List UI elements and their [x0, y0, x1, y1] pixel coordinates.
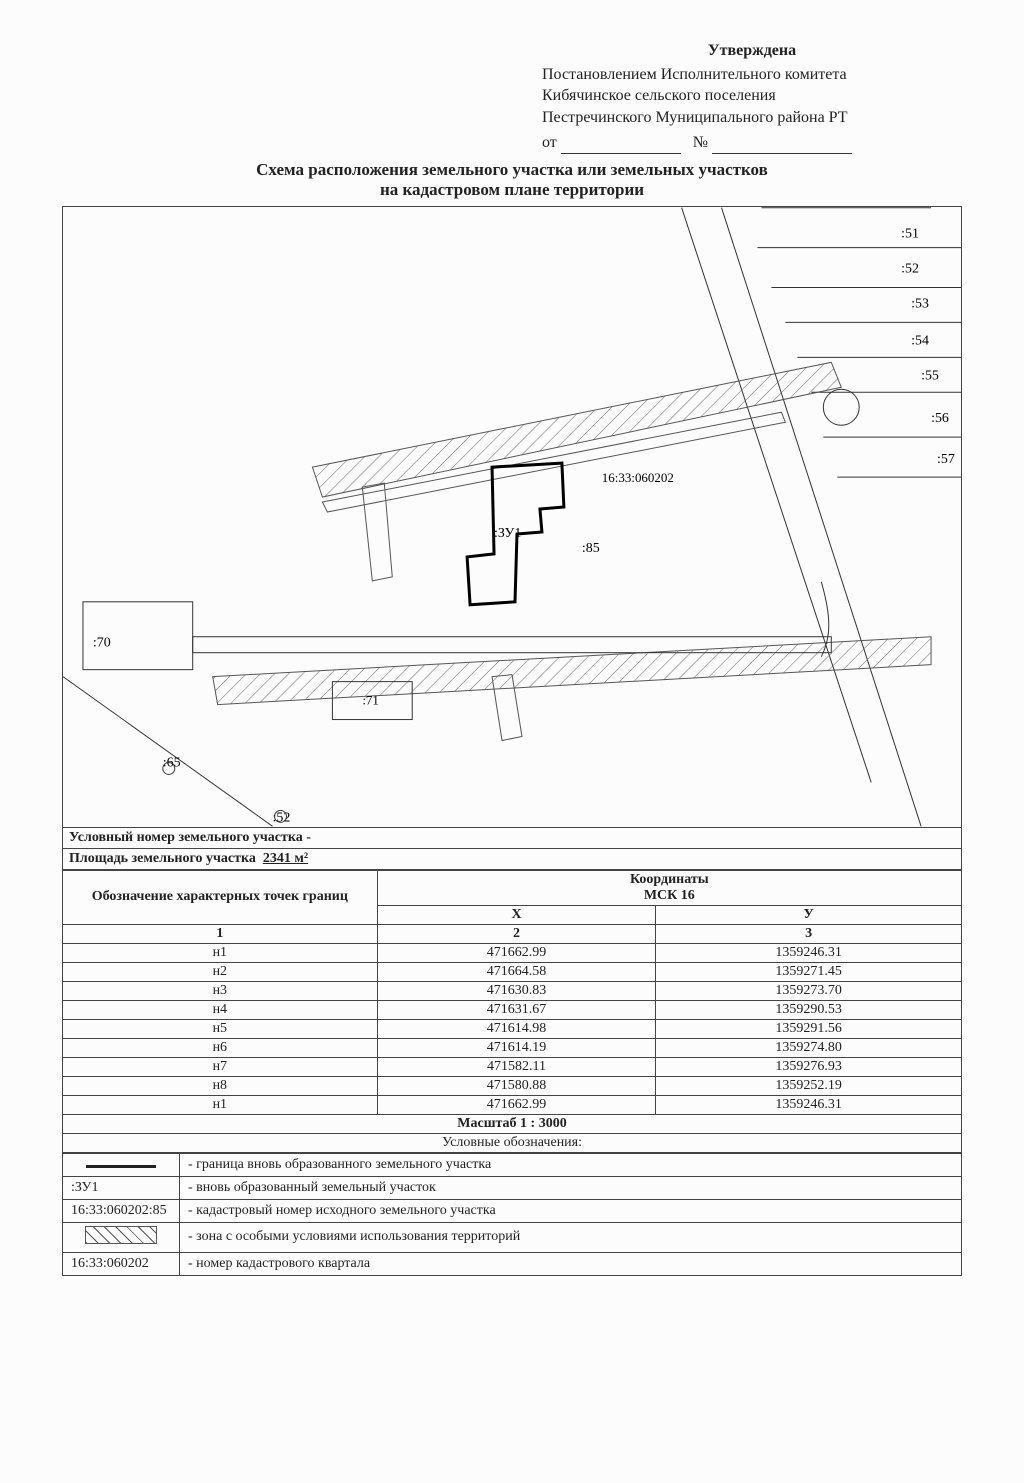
legend-row: - граница вновь образованного земельного… — [63, 1153, 962, 1176]
table-row: н1471662.991359246.31 — [63, 1095, 962, 1114]
hatched-road-lower — [213, 637, 931, 705]
table-row: н7471582.111359276.93 — [63, 1057, 962, 1076]
meta-cond-number: Условный номер земельного участка - — [62, 828, 962, 849]
hatched-road-upper — [312, 362, 841, 512]
table-row: н6471614.191359274.80 — [63, 1038, 962, 1057]
page-subtitle: на кадастровом плане территории — [62, 180, 962, 200]
legend-row: 16:33:060202:85- кадастровый номер исход… — [63, 1199, 962, 1222]
number-blank — [712, 139, 852, 154]
table-row: н2471664.581359271.45 — [63, 962, 962, 981]
zu1-label: :ЗУ1 — [494, 526, 521, 541]
legend-title: Условные обозначения: — [62, 1134, 962, 1153]
parcel-54: :54 — [911, 333, 929, 348]
parcel-71: :71 — [362, 693, 379, 708]
table-row: н5471614.981359291.56 — [63, 1019, 962, 1038]
parcel-strips: :51 :52 :53 :54 :55 :56 :57 — [757, 208, 961, 477]
table-row: н3471630.831359273.70 — [63, 981, 962, 1000]
cadastral-map: :51 :52 :53 :54 :55 :56 :57 — [62, 206, 962, 828]
parcel-57: :57 — [937, 452, 955, 467]
table-row: н8471580.881359252.19 — [63, 1076, 962, 1095]
approved-label: Утверждена — [542, 40, 962, 62]
table-row: н4471631.671359290.53 — [63, 1000, 962, 1019]
parcel-52: :52 — [901, 262, 919, 277]
parcel-53: :53 — [911, 296, 929, 311]
meta-area: Площадь земельного участка 2341 м² — [62, 849, 962, 870]
parcel-85: :85 — [582, 541, 600, 556]
date-number-line: от № — [542, 132, 962, 154]
header-line2: Кибячинское сельского поселения — [542, 85, 962, 107]
legend-row: 16:33:060202- номер кадастрового квартал… — [63, 1252, 962, 1275]
legend-table: - граница вновь образованного земельного… — [62, 1153, 962, 1276]
coordinates-table: Обозначение характерных точек границ Коо… — [62, 870, 962, 1115]
page-title: Схема расположения земельного участка ил… — [62, 160, 962, 180]
col-points: Обозначение характерных точек границ — [63, 870, 378, 924]
parcel-70: :70 — [93, 636, 111, 651]
approval-header: Утверждена Постановлением Исполнительног… — [62, 40, 962, 154]
scale-row: Масштаб 1 : 3000 — [62, 1115, 962, 1134]
parcel-51: :51 — [901, 227, 919, 242]
col-y: У — [656, 905, 962, 924]
quarter-label: 16:33:060202 — [602, 470, 674, 485]
header-line1: Постановлением Исполнительного комитета — [542, 64, 962, 86]
header-line3: Пестречинского Муниципального района РТ — [542, 107, 962, 129]
parcel-56: :56 — [931, 411, 949, 426]
vertical-stub — [362, 483, 392, 581]
col-x: X — [377, 905, 656, 924]
legend-row: - зона с особыми условиями использования… — [63, 1222, 962, 1252]
date-blank — [561, 139, 681, 154]
parcel-55: :55 — [921, 368, 939, 383]
table-row: н1471662.991359246.31 — [63, 943, 962, 962]
legend-row: :ЗУ1- вновь образованный земельный участ… — [63, 1176, 962, 1199]
